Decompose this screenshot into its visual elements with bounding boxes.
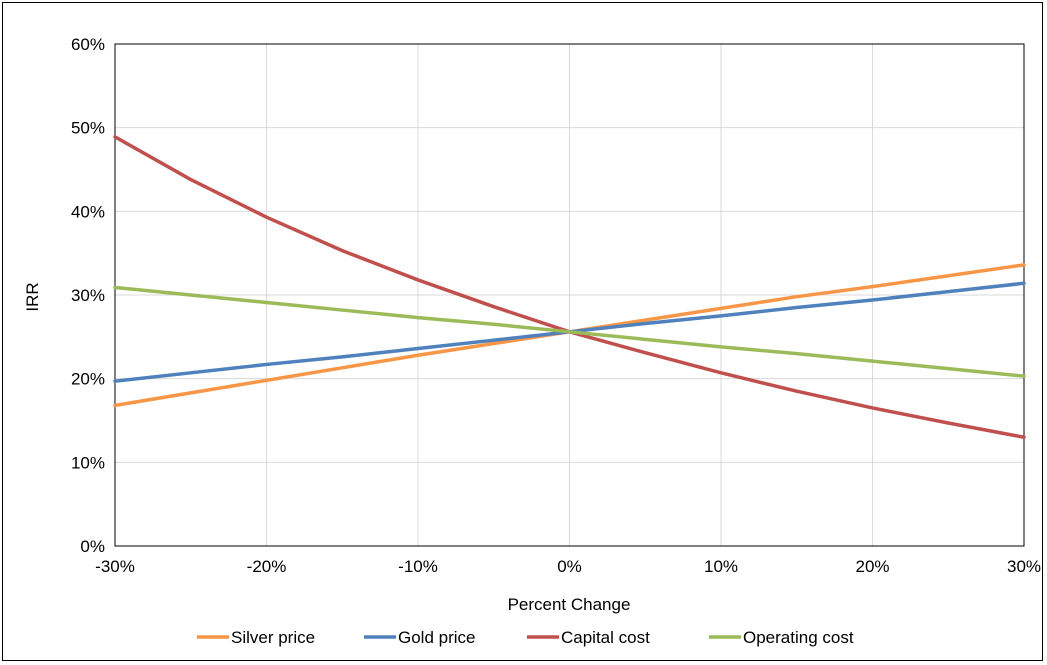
- x-tick-labels: -30% -20% -10% 0% 10% 20% 30%: [95, 557, 1041, 576]
- x-axis-title: Percent Change: [508, 595, 631, 614]
- legend-label: Silver price: [231, 628, 315, 647]
- x-tick-label: 30%: [1007, 557, 1041, 576]
- x-tick-label: 10%: [704, 557, 738, 576]
- gridlines: [114, 43, 1025, 546]
- y-tick-labels: 0% 10% 20% 30% 40% 50% 60%: [71, 35, 105, 556]
- x-tick-label: 20%: [855, 557, 889, 576]
- legend-label: Gold price: [398, 628, 475, 647]
- y-tick-label: 30%: [71, 286, 105, 305]
- y-tick-label: 20%: [71, 370, 105, 389]
- x-tick-label: -20%: [247, 557, 287, 576]
- y-tick-label: 40%: [71, 202, 105, 221]
- y-tick-label: 10%: [71, 453, 105, 472]
- plot-area-border: [114, 43, 1025, 547]
- legend: Silver price Gold price Capital cost Operat…: [197, 628, 854, 647]
- y-tick-label: 60%: [71, 35, 105, 54]
- series-lines: [113, 135, 1026, 439]
- legend-label: Capital cost: [561, 628, 650, 647]
- legend-label: Operating cost: [743, 628, 854, 647]
- x-tick-label: -30%: [95, 557, 135, 576]
- axes: [114, 43, 1025, 547]
- y-tick-label: 50%: [71, 119, 105, 138]
- y-tick-label: 0%: [80, 537, 105, 556]
- x-tick-label: -10%: [398, 557, 438, 576]
- series-line-operating-cost: [113, 285, 1026, 378]
- x-tick-label: 0%: [557, 557, 582, 576]
- y-axis-title: IRR: [23, 282, 42, 311]
